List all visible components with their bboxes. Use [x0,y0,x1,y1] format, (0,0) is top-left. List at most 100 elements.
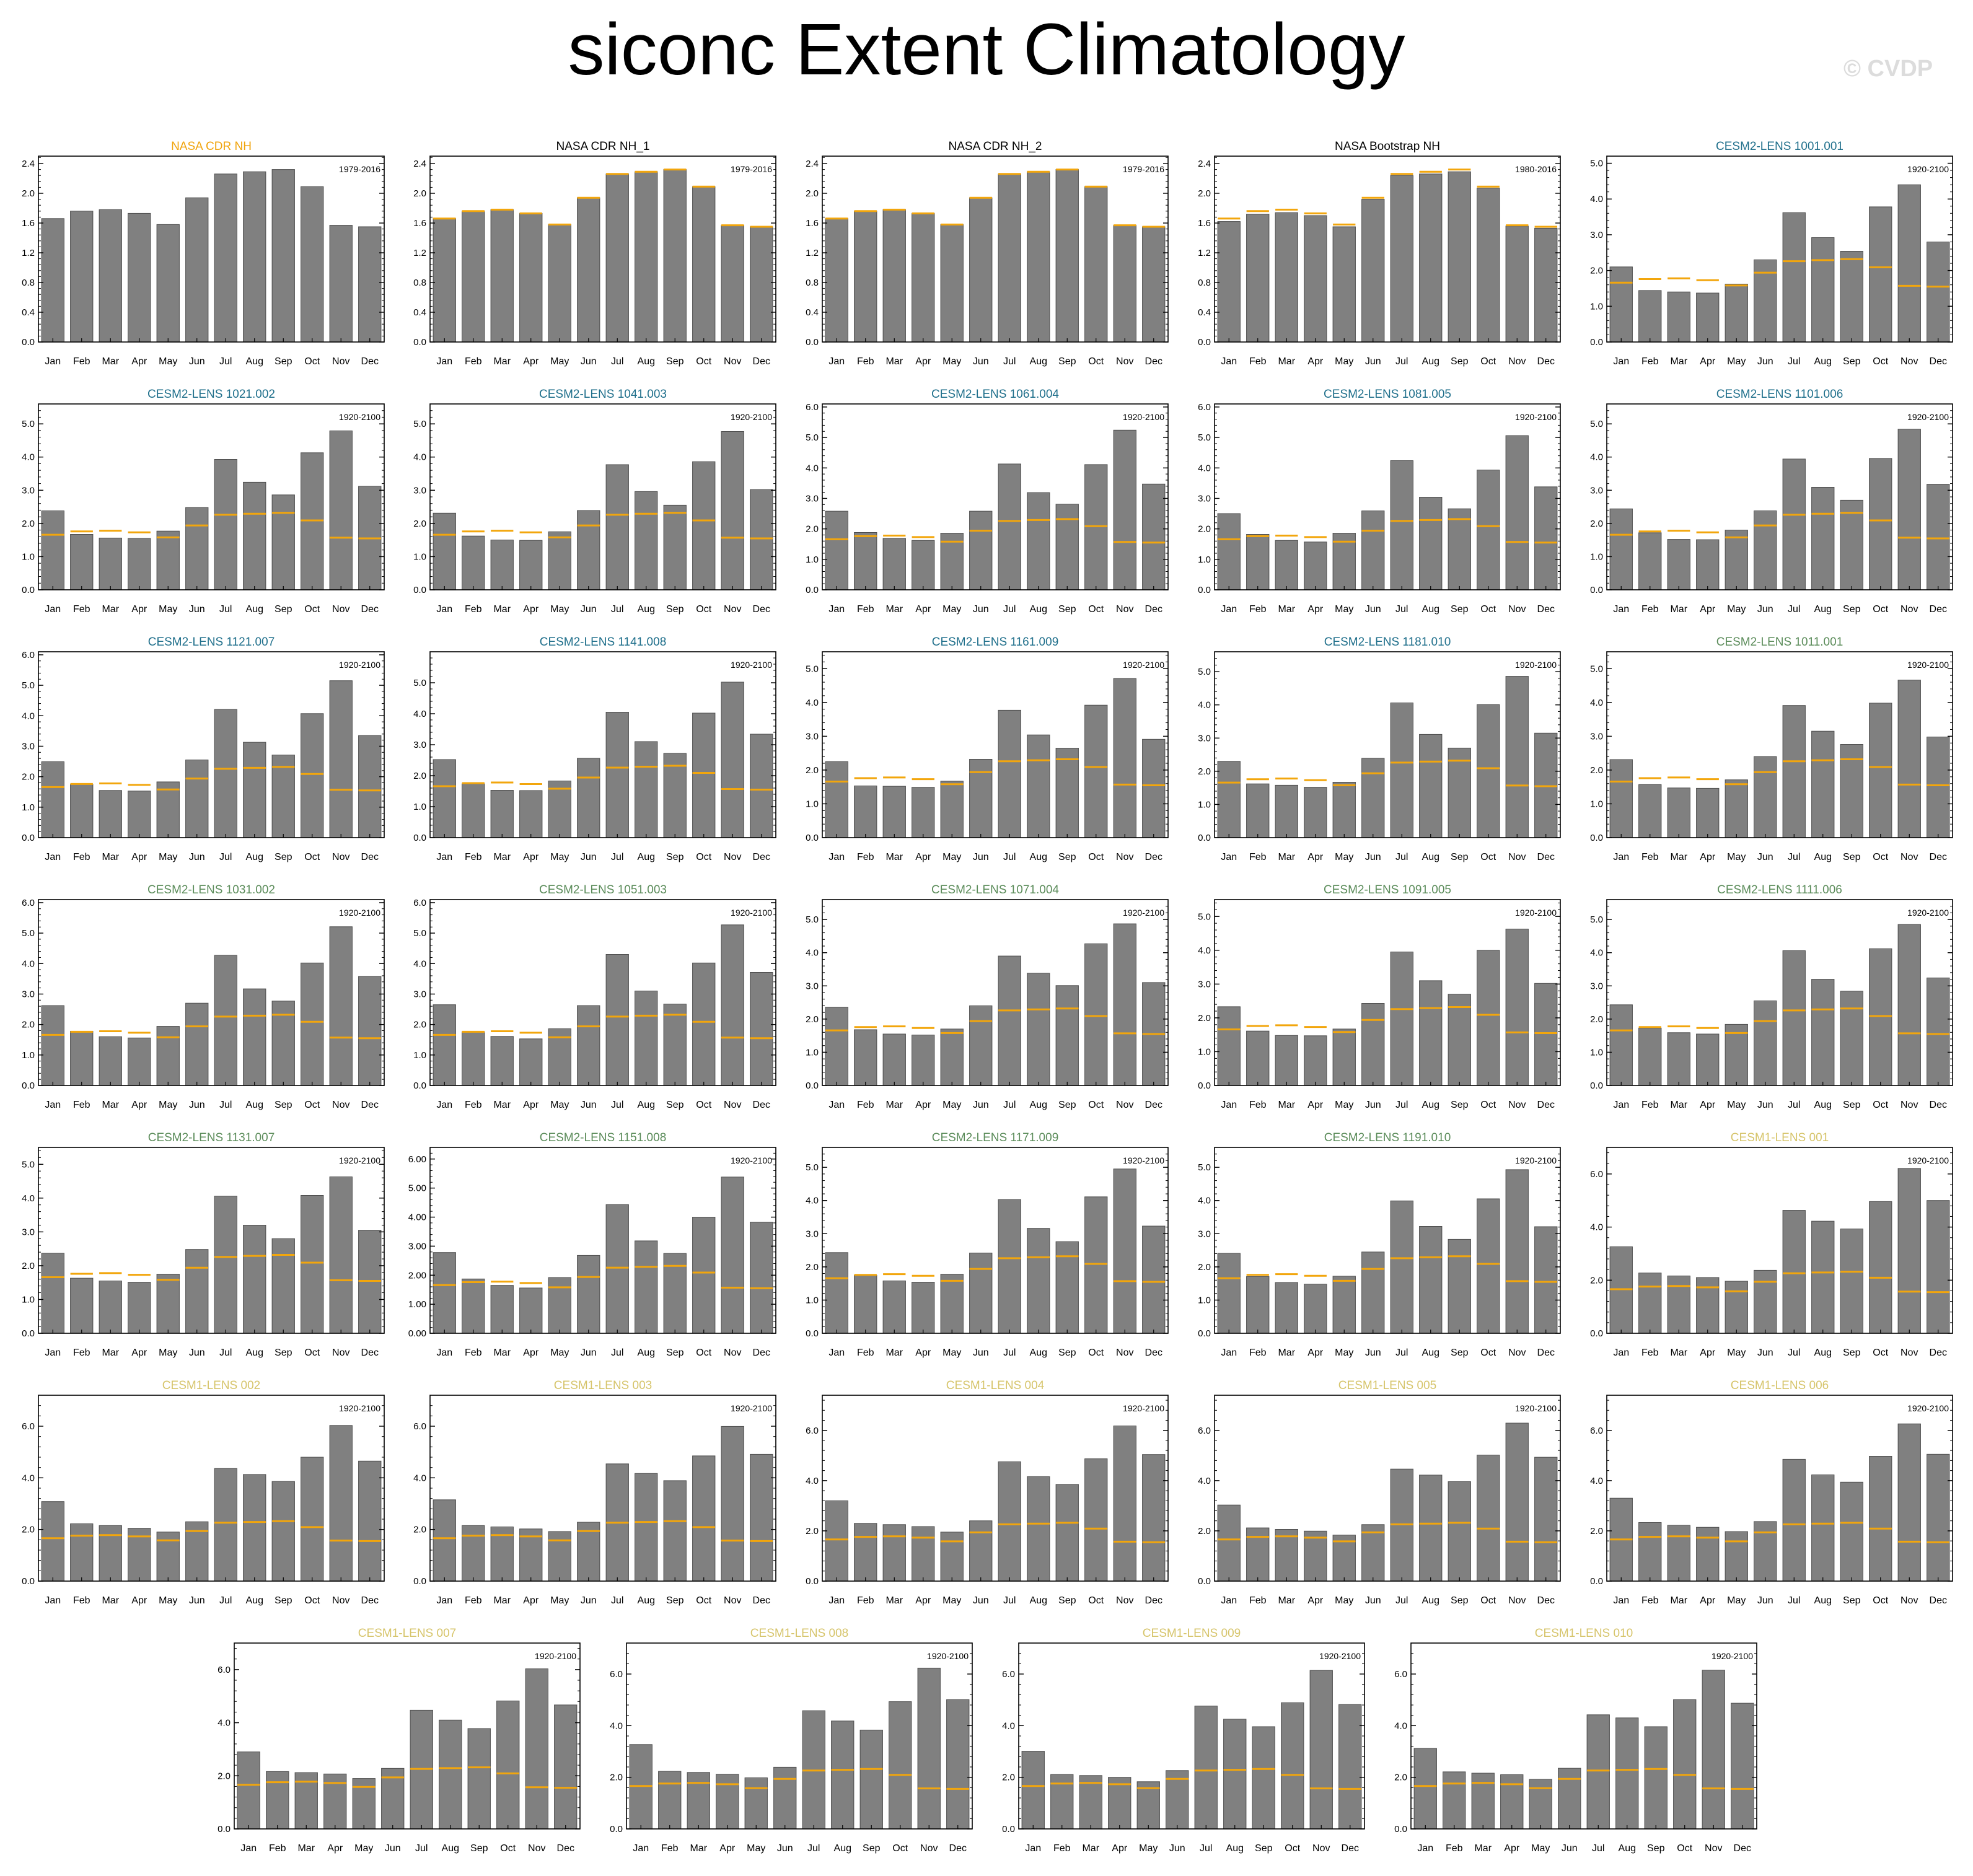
bar [854,1274,877,1334]
y-tick-label: 5.0 [1198,911,1211,922]
y-tick-label: 5.0 [22,680,35,691]
bar [490,209,514,343]
y-tick-label: 3.0 [22,741,35,752]
bar [271,169,295,343]
bar [663,753,687,838]
y-tick-label: 0.0 [413,585,426,595]
plot-frame [822,403,1169,590]
x-tick-label: Dec [361,356,379,367]
x-tick-label: May [943,1348,961,1358]
bar [1725,1281,1748,1334]
period-label: 1920-2100 [339,1155,380,1165]
bar [462,1278,485,1334]
y-tick-label: 4.0 [413,1473,426,1483]
x-tick-label: Mar [1278,852,1295,862]
bar [940,1274,964,1334]
y-tick-label: 0.0 [1590,1328,1603,1339]
x-tick-label: Aug [246,1348,263,1358]
x-tick-label: Dec [1145,1348,1162,1358]
bar [663,1004,687,1086]
bar [243,1474,266,1582]
y-tick-label: 0.0 [22,833,35,843]
x-tick-label: Jan [828,356,845,367]
x-tick-label: Nov [1900,1100,1918,1110]
x-tick-label: May [943,604,961,615]
panel-title: CESM1-LENS 005 [1338,1379,1436,1392]
x-tick-label: Mar [102,1595,119,1606]
bar [721,431,744,590]
y-tick-label: 4.0 [22,1473,35,1483]
x-tick-label: Mar [493,604,511,615]
bar [1840,1229,1863,1334]
y-tick-label: 4.0 [1590,452,1603,463]
y-tick-label: 1.2 [22,248,35,258]
bar [1027,1476,1050,1582]
bar [1194,1706,1218,1830]
x-tick-label: Apr [131,1100,147,1110]
x-tick-label: Jun [1757,1595,1773,1606]
y-tick-label: 5.0 [22,1159,35,1170]
x-tick-label: Nov [1312,1843,1330,1854]
x-tick-label: Aug [1814,356,1832,367]
bar [1725,1531,1748,1582]
x-tick-label: Jan [1221,1595,1237,1606]
x-tick-label: Apr [327,1843,343,1854]
y-tick-label: 0.0 [1198,1576,1211,1587]
x-tick-label: Jul [1788,1595,1800,1606]
chart-panel: CESM2-LENS 1061.004 1920-2100 0.0 1.0 2.0 3.0… [806,388,1169,615]
y-tick-label: 1.0 [413,551,426,562]
bar [1811,1475,1835,1582]
x-tick-label: Jul [219,1595,232,1606]
y-tick-label: 2.0 [413,188,426,199]
y-tick-label: 1.0 [413,1050,426,1061]
bar [1448,508,1471,590]
bar [750,1222,773,1334]
x-tick-label: Aug [1226,1843,1244,1854]
bar [496,1700,520,1830]
bar [462,1031,485,1086]
bar [721,225,744,343]
y-tick-label: 3.0 [1590,230,1603,240]
bar [882,786,906,838]
x-tick-label: Jan [1221,852,1237,862]
x-tick-label: Apr [1700,356,1716,367]
plot-frame [429,899,776,1086]
y-tick-label: 0.0 [1198,337,1211,348]
bar [577,1255,600,1334]
x-tick-label: Nov [724,852,741,862]
x-tick-label: Jul [219,1348,232,1358]
x-tick-label: Apr [915,1100,931,1110]
x-tick-label: May [943,356,961,367]
x-tick-label: Jan [45,356,61,367]
bar [1084,943,1108,1086]
bar [1754,1000,1777,1086]
x-tick-label: Sep [1451,1348,1469,1358]
x-tick-label: Jan [436,1348,452,1358]
y-tick-label: 0.0 [1590,337,1603,348]
x-tick-label: Aug [246,1595,263,1606]
x-tick-label: Oct [1873,852,1888,862]
bar [882,538,906,590]
x-tick-label: Mar [1278,1595,1295,1606]
bar [1927,484,1950,590]
chart-panel: CESM2-LENS 1091.005 1920-2100 0.0 1.0 2.0 3.0… [1198,883,1561,1110]
x-tick-label: Feb [73,1348,90,1358]
bar [1696,539,1720,590]
y-tick-label: 1.6 [1198,218,1211,229]
bar [433,1499,456,1582]
x-tick-label: Mar [1670,356,1687,367]
y-tick-label: 2.4 [806,159,819,169]
bar [1113,429,1136,590]
chart-panel: CESM2-LENS 1131.007 1920-2100 0.0 1.0 2.0 3.0… [22,1131,385,1358]
x-tick-label: Nov [332,1348,349,1358]
x-tick-label: May [550,1100,569,1110]
x-tick-label: May [159,1348,177,1358]
x-tick-label: Jan [436,1100,452,1110]
plot-frame [1214,403,1561,590]
x-tick-label: May [1335,1595,1353,1606]
y-tick-label: 6.0 [22,1421,35,1432]
x-tick-label: Aug [1422,1348,1439,1358]
y-tick-label: 0.0 [1590,833,1603,843]
bar [156,781,180,838]
bar [969,511,993,590]
